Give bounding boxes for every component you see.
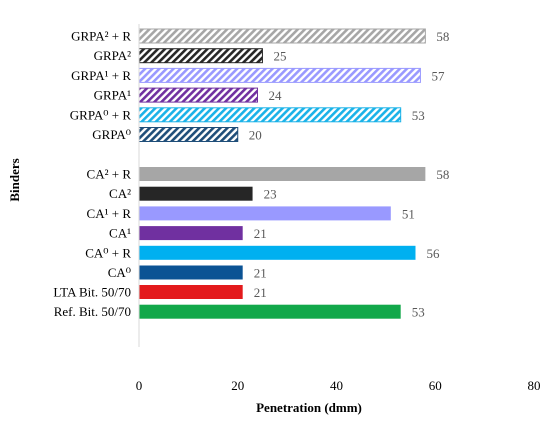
bar-4 <box>138 107 402 123</box>
bar-3 <box>138 87 258 103</box>
bars: GRPA² + R 58 GRPA² 25 GRPA¹ + R 57 GRPA¹ 24 GRPA… <box>53 28 449 320</box>
value-label-0: 58 <box>436 29 449 44</box>
x-tick-0: 0 <box>136 378 143 393</box>
bar-12 <box>139 285 243 299</box>
category-label-10: CA⁰ + R <box>85 245 131 260</box>
category-label-6: CA² + R <box>87 167 132 182</box>
category-label-0: GRPA² + R <box>71 29 131 44</box>
bar-10 <box>139 245 416 260</box>
value-label-12: 21 <box>254 285 267 300</box>
bar-2 <box>138 67 421 83</box>
bar-11 <box>139 265 243 280</box>
category-label-12: LTA Bit. 50/70 <box>53 285 131 300</box>
value-label-10: 56 <box>427 246 441 261</box>
bar-8 <box>139 206 391 221</box>
x-axis-ticks: 0 20 40 60 80 <box>136 378 541 393</box>
bar-5 <box>138 127 239 142</box>
category-label-8: CA¹ + R <box>87 206 132 221</box>
value-label-4: 53 <box>412 108 425 123</box>
value-label-11: 21 <box>254 266 267 281</box>
bar-13 <box>139 304 401 319</box>
value-label-3: 24 <box>269 88 283 103</box>
category-label-3: GRPA¹ <box>94 88 131 103</box>
category-label-2: GRPA¹ + R <box>71 68 131 83</box>
value-label-6: 58 <box>436 167 449 182</box>
bar-1 <box>138 48 263 64</box>
value-label-13: 53 <box>412 305 425 320</box>
x-tick-2: 40 <box>330 378 343 393</box>
category-label-4: GRPA⁰ + R <box>70 107 132 122</box>
bar-0 <box>138 28 426 44</box>
bar-9 <box>139 226 243 241</box>
value-label-9: 21 <box>254 226 267 241</box>
value-label-7: 23 <box>264 187 277 202</box>
x-tick-3: 60 <box>429 378 442 393</box>
category-label-9: CA¹ <box>109 226 131 241</box>
category-label-1: GRPA² <box>94 48 131 63</box>
category-label-11: CA⁰ <box>108 265 131 280</box>
x-axis-title: Penetration (dmm) <box>256 400 362 415</box>
bar-7 <box>139 186 253 201</box>
x-tick-1: 20 <box>231 378 244 393</box>
category-label-7: CA² <box>109 186 131 201</box>
bar-6 <box>139 167 426 181</box>
value-label-2: 57 <box>431 68 445 83</box>
x-tick-4: 80 <box>528 378 541 393</box>
category-label-13: Ref. Bit. 50/70 <box>54 304 131 319</box>
value-label-5: 20 <box>249 128 262 143</box>
value-label-1: 25 <box>273 49 286 64</box>
value-label-8: 51 <box>402 206 415 221</box>
category-label-5: GRPA⁰ <box>92 127 131 142</box>
y-axis-title: Binders <box>7 158 22 201</box>
